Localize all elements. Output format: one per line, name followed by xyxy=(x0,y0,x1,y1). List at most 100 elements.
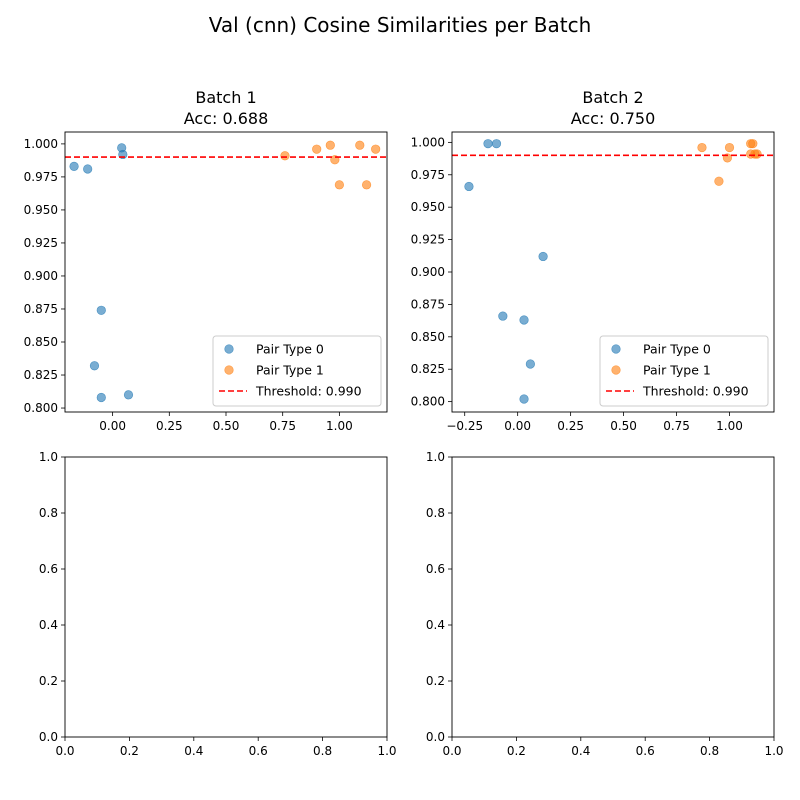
x-tick-label: 0.0 xyxy=(442,744,461,758)
data-point xyxy=(123,390,134,400)
y-tick-label: 0.900 xyxy=(24,269,58,283)
data-point xyxy=(334,180,344,190)
x-tick-label: 1.00 xyxy=(326,419,353,433)
legend-marker xyxy=(224,344,234,354)
legend: Pair Type 0 Pair Type 1 Threshold: 0.990 xyxy=(599,335,769,407)
y-tick-label: 0.850 xyxy=(24,335,58,349)
data-point xyxy=(697,142,707,153)
y-tick-label: 0.800 xyxy=(411,395,445,409)
y-tick-label: 0.975 xyxy=(411,168,445,182)
y-tick-label: 0.6 xyxy=(426,562,445,576)
data-point xyxy=(69,161,79,171)
chart-panel-2: Batch 2 Acc: 0.750 −0.25 0.00 0.25 0.50 0.75 1.… xyxy=(411,88,775,433)
x-tick-label: 0.0 xyxy=(55,744,74,758)
x-tick-label: 0.00 xyxy=(99,419,126,433)
y-tick-label: 1.0 xyxy=(39,450,58,464)
series-1 xyxy=(697,139,762,186)
x-tick-label: 0.4 xyxy=(184,744,203,758)
y-tick-label: 0.875 xyxy=(24,302,58,316)
chart-title: Batch 2 xyxy=(582,88,643,107)
x-tick-label: 0.75 xyxy=(269,419,296,433)
data-point xyxy=(280,151,290,161)
x-tick-label: 0.8 xyxy=(700,744,719,758)
legend-marker xyxy=(611,344,621,354)
x-tick-label: 0.6 xyxy=(636,744,655,758)
y-tick-label: 0.0 xyxy=(39,730,58,744)
legend-frame xyxy=(212,335,382,407)
y-tick-label: 0.2 xyxy=(39,674,58,688)
chart-panel-4: 0.0 0.2 0.4 0.6 0.8 1.0 0.0 0.2 0.4 0.6 0.8 1.0 xyxy=(426,450,784,758)
x-tick-label: 0.4 xyxy=(571,744,590,758)
legend-label: Pair Type 1 xyxy=(256,363,324,378)
series-0 xyxy=(464,139,548,404)
x-tick-label: 0.8 xyxy=(313,744,332,758)
data-point xyxy=(371,144,381,154)
x-tick-label: −0.25 xyxy=(446,419,483,433)
y-tick-label: 0.4 xyxy=(426,618,445,632)
axes-frame xyxy=(64,456,388,738)
y-tick-label: 0.900 xyxy=(411,265,445,279)
x-tick-label: 1.00 xyxy=(716,419,743,433)
legend-marker xyxy=(611,365,621,375)
legend-label: Threshold: 0.990 xyxy=(255,384,362,399)
y-tick-label: 0.800 xyxy=(24,401,58,415)
y-tick-label: 1.000 xyxy=(411,135,445,149)
data-point xyxy=(752,149,762,159)
figure-title: Val (cnn) Cosine Similarities per Batch xyxy=(209,13,592,37)
y-tick-label: 0.950 xyxy=(24,203,58,217)
series-1 xyxy=(280,140,381,190)
data-point xyxy=(96,305,106,315)
chart-panel-1: Batch 1 Acc: 0.688 0.00 0.25 0.50 0.75 1.00 0.8… xyxy=(24,88,388,433)
data-point xyxy=(525,359,535,369)
x-tick-label: 0.75 xyxy=(663,419,690,433)
legend-label: Pair Type 0 xyxy=(643,342,711,357)
y-tick-label: 0.8 xyxy=(426,506,445,520)
legend-marker xyxy=(224,365,234,375)
legend-frame xyxy=(599,335,769,407)
data-point xyxy=(83,164,93,174)
legend-label: Pair Type 1 xyxy=(643,363,711,378)
data-point xyxy=(519,394,529,404)
legend-label: Pair Type 0 xyxy=(256,342,324,357)
y-tick-label: 0.975 xyxy=(24,170,58,184)
x-tick-label: 0.50 xyxy=(213,419,240,433)
y-tick-label: 0.925 xyxy=(411,233,445,247)
chart-subtitle: Acc: 0.688 xyxy=(184,109,269,128)
y-tick-label: 0.0 xyxy=(426,730,445,744)
y-tick-label: 0.4 xyxy=(39,618,58,632)
chart-subtitle: Acc: 0.750 xyxy=(571,109,656,128)
y-tick-label: 0.950 xyxy=(411,200,445,214)
data-point xyxy=(538,251,548,262)
y-tick-label: 0.850 xyxy=(411,330,445,344)
x-tick-label: 1.0 xyxy=(377,744,396,758)
y-tick-label: 1.0 xyxy=(426,450,445,464)
data-point xyxy=(361,180,372,190)
y-tick-label: 0.925 xyxy=(24,236,58,250)
chart-title: Batch 1 xyxy=(195,88,256,107)
x-tick-label: 0.2 xyxy=(120,744,139,758)
x-tick-label: 1.0 xyxy=(764,744,783,758)
data-point xyxy=(483,139,493,149)
x-tick-label: 0.6 xyxy=(249,744,268,758)
x-tick-label: 0.25 xyxy=(156,419,183,433)
data-point xyxy=(724,142,735,153)
y-tick-label: 0.2 xyxy=(426,674,445,688)
series-0 xyxy=(69,143,134,403)
data-point xyxy=(491,139,502,149)
axes-frame xyxy=(451,131,775,413)
y-tick-label: 0.825 xyxy=(411,362,445,376)
data-point xyxy=(519,315,529,325)
data-point xyxy=(714,176,724,186)
data-point xyxy=(355,140,365,150)
data-point xyxy=(96,392,106,403)
chart-panel-3: 0.0 0.2 0.4 0.6 0.8 1.0 0.0 0.2 0.4 0.6 0.8 1.0 xyxy=(39,450,397,758)
legend: Pair Type 0 Pair Type 1 Threshold: 0.990 xyxy=(212,335,382,407)
data-point xyxy=(312,144,322,154)
axes-frame xyxy=(451,456,775,738)
y-tick-label: 0.8 xyxy=(39,506,58,520)
x-tick-label: 0.00 xyxy=(504,419,531,433)
data-point xyxy=(325,140,335,150)
data-point xyxy=(89,361,100,371)
legend-label: Threshold: 0.990 xyxy=(642,384,749,399)
x-tick-label: 0.25 xyxy=(557,419,584,433)
